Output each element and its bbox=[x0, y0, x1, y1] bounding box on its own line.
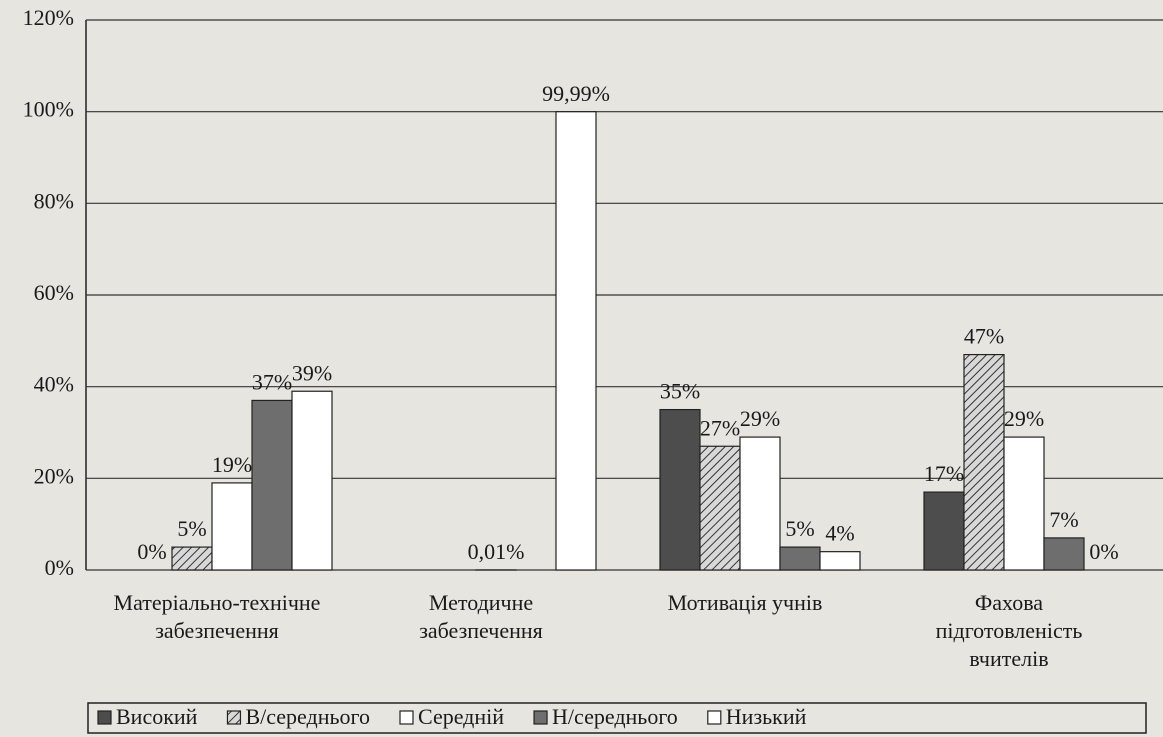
y-tick-label: 80% bbox=[34, 188, 74, 213]
legend-label: Середній bbox=[418, 704, 504, 729]
value-label: 99,99% bbox=[542, 81, 610, 106]
value-label: 0,01% bbox=[468, 539, 525, 564]
legend-swatch bbox=[97, 710, 112, 725]
value-label: 4% bbox=[825, 521, 854, 546]
y-tick-label: 20% bbox=[34, 463, 74, 488]
value-label: 5% bbox=[785, 516, 814, 541]
bar bbox=[819, 551, 861, 571]
x-tick-label: Методичне забезпечення bbox=[419, 590, 543, 643]
bar bbox=[1043, 537, 1085, 571]
value-label: 35% bbox=[660, 379, 700, 404]
legend-swatch bbox=[533, 710, 548, 725]
value-label: 47% bbox=[964, 324, 1004, 349]
legend-swatch bbox=[226, 710, 242, 725]
y-tick-label: 120% bbox=[23, 5, 74, 30]
bar bbox=[1003, 436, 1045, 571]
bar bbox=[739, 436, 781, 571]
bar bbox=[211, 482, 253, 571]
value-label: 17% bbox=[924, 461, 964, 486]
y-tick-label: 40% bbox=[34, 372, 74, 397]
x-tick-label: Фахова підготовленість вчителів bbox=[936, 590, 1083, 671]
legend-swatch bbox=[399, 710, 414, 725]
bar bbox=[963, 353, 1005, 571]
legend-label: В/середнього bbox=[245, 704, 370, 729]
value-label: 19% bbox=[212, 452, 252, 477]
value-label: 5% bbox=[177, 516, 206, 541]
y-tick-label: 0% bbox=[45, 555, 74, 580]
value-label: 0% bbox=[1089, 539, 1118, 564]
bar bbox=[779, 546, 821, 571]
value-label: 39% bbox=[292, 360, 332, 385]
bar bbox=[171, 546, 213, 571]
legend-label: Низький bbox=[726, 704, 807, 729]
value-label: 37% bbox=[252, 369, 292, 394]
bar bbox=[555, 111, 597, 571]
bar bbox=[699, 445, 741, 571]
bar bbox=[659, 408, 701, 571]
bar bbox=[923, 491, 965, 571]
legend-label: Високий bbox=[116, 704, 198, 729]
legend-swatch bbox=[707, 710, 722, 725]
y-tick-label: 60% bbox=[34, 280, 74, 305]
legend-label: Н/середнього bbox=[552, 704, 678, 729]
value-label: 29% bbox=[1004, 406, 1044, 431]
value-label: 27% bbox=[700, 415, 740, 440]
bar bbox=[251, 399, 293, 571]
y-tick-label: 100% bbox=[23, 97, 74, 122]
x-tick-label: Мотивація учнів bbox=[668, 590, 823, 615]
value-label: 29% bbox=[740, 406, 780, 431]
legend-box bbox=[87, 702, 1147, 734]
value-label: 7% bbox=[1049, 507, 1078, 532]
value-label: 0% bbox=[137, 539, 166, 564]
bar bbox=[291, 390, 333, 571]
x-tick-label: Матеріально-технічне забезпечення bbox=[114, 590, 321, 643]
